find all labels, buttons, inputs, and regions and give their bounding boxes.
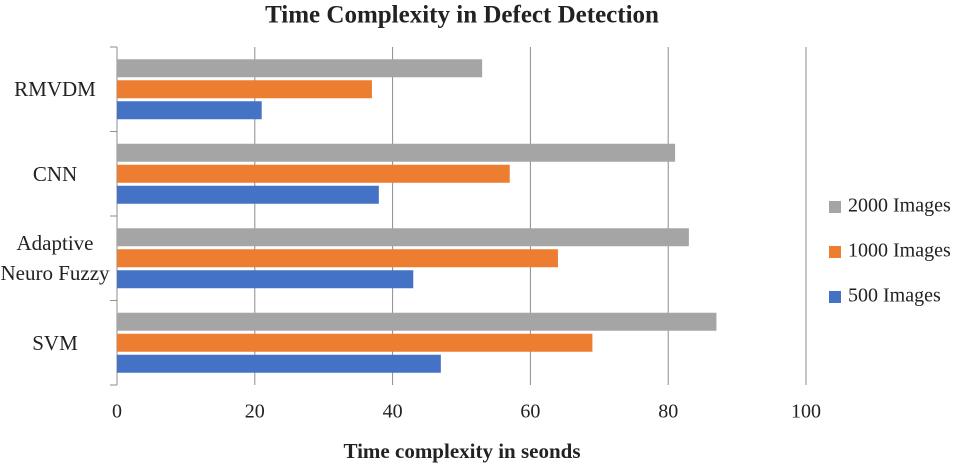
bar bbox=[117, 185, 379, 204]
x-tick-label: 20 bbox=[245, 401, 265, 423]
bar bbox=[117, 101, 262, 120]
legend-swatch bbox=[829, 201, 841, 213]
legend-label: 2000 Images bbox=[848, 195, 951, 217]
y-tick-label: CNN bbox=[32, 161, 78, 186]
legend-label: 1000 Images bbox=[848, 240, 951, 262]
x-tick-label: 60 bbox=[520, 401, 540, 423]
chart-title: Time Complexity in Defect Detection bbox=[265, 2, 659, 29]
x-tick-label: 0 bbox=[112, 401, 122, 423]
bar bbox=[117, 80, 372, 99]
y-tick-label: Adaptive Neuro Fuzzy bbox=[0, 231, 110, 286]
legend-swatch bbox=[829, 246, 841, 258]
bar bbox=[117, 249, 558, 268]
bar bbox=[117, 143, 676, 162]
x-axis-title: Time complexity in seonds bbox=[343, 439, 580, 463]
legend-label: 500 Images bbox=[848, 285, 941, 307]
bar bbox=[117, 228, 689, 247]
bar bbox=[117, 59, 483, 78]
x-tick-label: 100 bbox=[791, 401, 821, 423]
bar bbox=[117, 270, 414, 289]
y-tick-label: SVM bbox=[32, 330, 78, 355]
x-tick-label: 80 bbox=[658, 401, 678, 423]
legend-swatch bbox=[829, 291, 841, 303]
bar bbox=[117, 164, 510, 183]
bar bbox=[117, 354, 441, 373]
bar bbox=[117, 312, 717, 331]
bar bbox=[117, 333, 593, 352]
y-tick-label: RMVDM bbox=[14, 77, 96, 102]
x-tick-label: 40 bbox=[383, 401, 403, 423]
